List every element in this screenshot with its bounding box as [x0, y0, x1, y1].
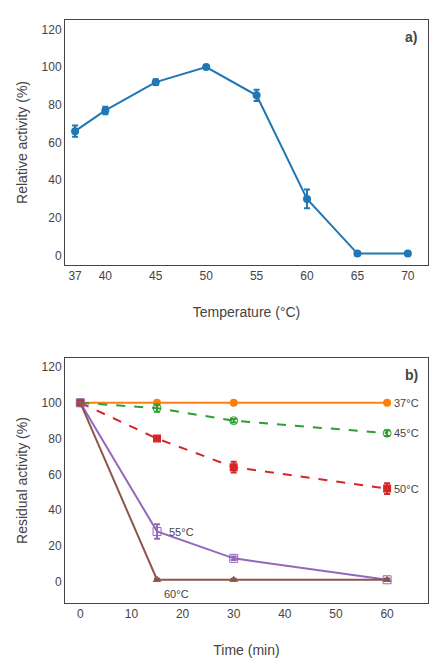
svg-text:Temperature (°C): Temperature (°C) [193, 304, 301, 320]
svg-text:55: 55 [250, 269, 264, 283]
svg-text:50: 50 [199, 269, 213, 283]
svg-text:0: 0 [77, 607, 84, 621]
svg-text:Residual activity (%): Residual activity (%) [14, 417, 30, 544]
svg-text:37°C: 37°C [394, 397, 419, 409]
svg-text:40: 40 [278, 607, 292, 621]
svg-text:a): a) [405, 29, 417, 45]
svg-text:50°C: 50°C [394, 483, 419, 495]
svg-text:20: 20 [176, 607, 190, 621]
svg-text:40: 40 [99, 269, 113, 283]
svg-text:10: 10 [125, 607, 139, 621]
svg-text:70: 70 [401, 269, 415, 283]
svg-text:20: 20 [48, 539, 62, 553]
svg-text:Relative activity (%): Relative activity (%) [14, 81, 30, 204]
svg-text:120: 120 [42, 360, 62, 374]
svg-text:100: 100 [42, 396, 62, 410]
svg-text:45°C: 45°C [394, 427, 419, 439]
svg-text:100: 100 [42, 60, 62, 74]
svg-text:0: 0 [55, 575, 62, 589]
svg-text:40: 40 [48, 173, 62, 187]
svg-text:65: 65 [351, 269, 365, 283]
svg-text:40: 40 [48, 503, 62, 517]
svg-text:60: 60 [48, 468, 62, 482]
svg-text:37: 37 [68, 269, 82, 283]
svg-text:30: 30 [227, 607, 241, 621]
svg-text:0: 0 [55, 249, 62, 263]
svg-text:80: 80 [48, 98, 62, 112]
svg-text:55°C: 55°C [169, 526, 194, 538]
svg-text:120: 120 [42, 23, 62, 37]
svg-text:Time (min): Time (min) [213, 642, 279, 658]
svg-text:50: 50 [329, 607, 343, 621]
svg-text:80: 80 [48, 432, 62, 446]
svg-text:60: 60 [48, 136, 62, 150]
svg-text:60: 60 [300, 269, 314, 283]
svg-text:20: 20 [48, 211, 62, 225]
svg-text:45: 45 [149, 269, 163, 283]
svg-text:60°C: 60°C [164, 588, 189, 600]
svg-text:60: 60 [380, 607, 394, 621]
svg-text:b): b) [405, 367, 418, 383]
